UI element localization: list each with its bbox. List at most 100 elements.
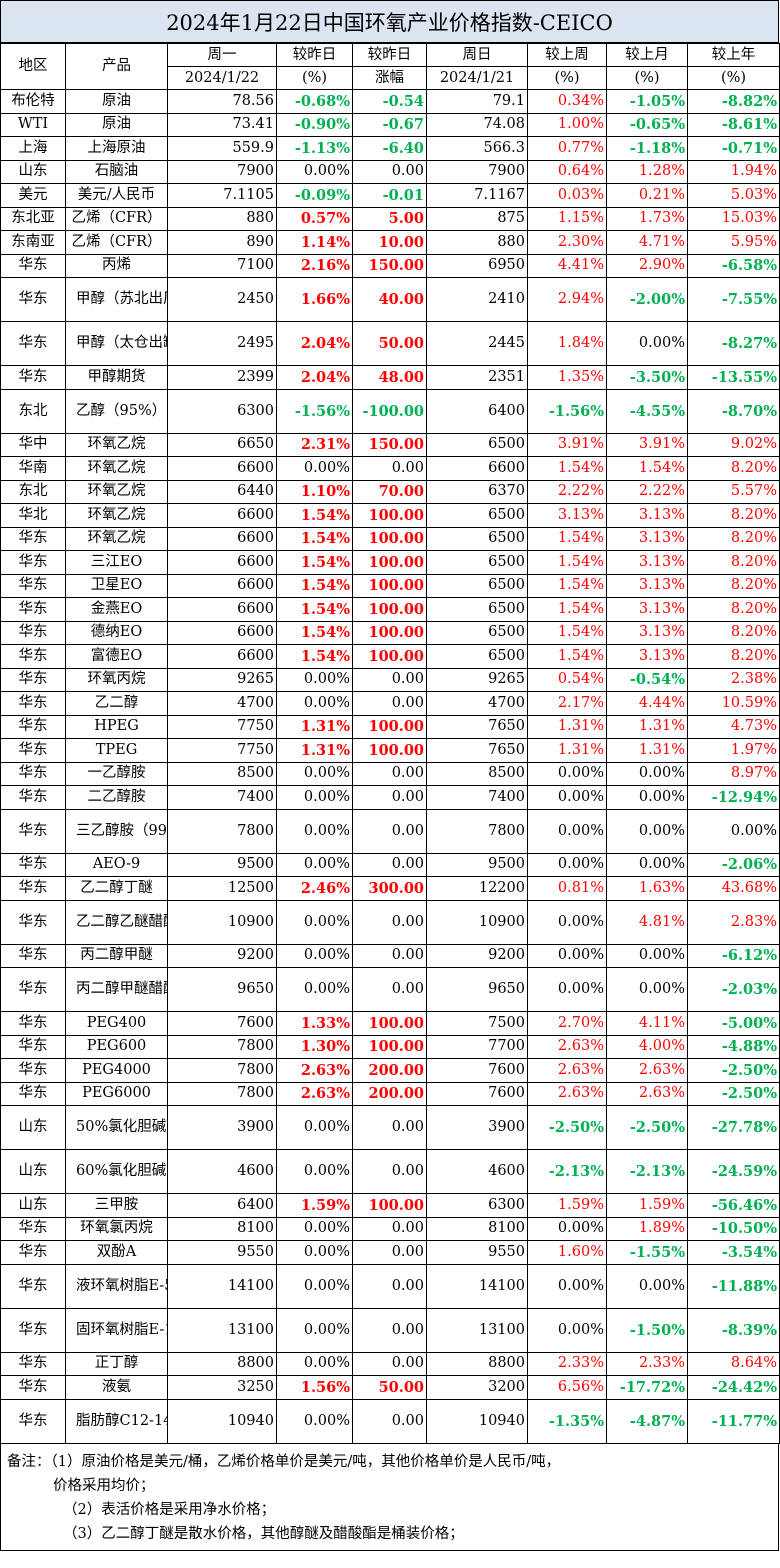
product-cell: 乙二醇丁醚 bbox=[65, 876, 168, 901]
header-product: 产品 bbox=[65, 43, 168, 90]
region-cell: 华东 bbox=[0, 573, 66, 598]
year-change-cell: -8.61% bbox=[687, 112, 780, 137]
month-change-cell: 1.63% bbox=[606, 876, 688, 901]
change-pct-cell: 0.00% bbox=[276, 785, 353, 810]
change-amount-cell: -100.00 bbox=[352, 388, 427, 434]
sunday-price-cell: 7400 bbox=[426, 785, 528, 810]
region-cell: 华东 bbox=[0, 785, 66, 810]
week-change-cell: -1.35% bbox=[527, 1398, 607, 1444]
table-row: 华东 丙烯 7100 2.16% 150.00 6950 4.41% 2.90% -6.58% bbox=[0, 253, 780, 278]
change-pct-cell: 0.00% bbox=[276, 808, 353, 854]
year-change-cell: 10.59% bbox=[687, 691, 780, 716]
year-change-cell: 8.20% bbox=[687, 456, 780, 481]
table-row: 华东甲醇（苏北出厂）24501.66%40.0024102.94%-2.00%-… bbox=[0, 277, 780, 322]
table-row: 华东液环氧树脂E-51141000.00%0.00141000.00%0.00%… bbox=[0, 1263, 780, 1309]
monday-price-cell: 3250 bbox=[167, 1375, 277, 1400]
monday-price-cell: 10900 bbox=[167, 899, 277, 945]
sunday-price-cell: 6500 bbox=[426, 503, 528, 528]
product-cell: 三乙醇胺（99%） bbox=[65, 808, 168, 854]
region-cell: 华东 bbox=[0, 738, 66, 763]
region-cell: 华东 bbox=[0, 1375, 66, 1400]
week-change-cell: 2.63% bbox=[527, 1034, 607, 1059]
table-row: 华东 HPEG 7750 1.31% 100.00 7650 1.31% 1.31% 4.73% bbox=[0, 714, 780, 739]
sunday-price-cell: 9500 bbox=[426, 852, 528, 877]
month-change-cell: 0.00% bbox=[606, 967, 688, 1012]
week-change-cell: 0.03% bbox=[527, 183, 607, 208]
year-change-cell: 8.20% bbox=[687, 620, 780, 645]
sunday-price-cell: 12200 bbox=[426, 876, 528, 901]
region-cell: 东南亚 bbox=[0, 230, 66, 255]
year-change-cell: -8.70% bbox=[687, 388, 780, 434]
monday-price-cell: 6600 bbox=[167, 620, 277, 645]
region-cell: 山东 bbox=[0, 1149, 66, 1194]
month-change-cell: 3.13% bbox=[606, 573, 688, 598]
sunday-price-cell: 4700 bbox=[426, 691, 528, 716]
week-change-cell: 0.00% bbox=[527, 1216, 607, 1241]
month-change-cell: 3.13% bbox=[606, 550, 688, 575]
change-amount-cell: 0.00 bbox=[352, 1398, 427, 1444]
product-cell: 双酚A bbox=[65, 1240, 168, 1265]
table-row: 华东 PEG400 7600 1.33% 100.00 7500 2.70% 4.11% -5.… bbox=[0, 1011, 780, 1036]
product-cell: 环氧乙烷 bbox=[65, 456, 168, 481]
region-cell: 华北 bbox=[0, 503, 66, 528]
week-change-cell: 1.54% bbox=[527, 526, 607, 551]
week-change-cell: 2.33% bbox=[527, 1351, 607, 1376]
monday-price-cell: 4700 bbox=[167, 691, 277, 716]
sunday-price-cell: 6950 bbox=[426, 253, 528, 278]
monday-price-cell: 6600 bbox=[167, 503, 277, 528]
monday-price-cell: 6650 bbox=[167, 432, 277, 457]
monday-price-cell: 73.41 bbox=[167, 112, 277, 137]
change-pct-cell: 0.00% bbox=[276, 159, 353, 184]
week-change-cell: 1.31% bbox=[527, 738, 607, 763]
week-change-cell: 0.00% bbox=[527, 761, 607, 786]
sunday-price-cell: 3900 bbox=[426, 1105, 528, 1150]
monday-price-cell: 6600 bbox=[167, 597, 277, 622]
table-row: 华东 双酚A 9550 0.00% 0.00 9550 1.60% -1.55% -3.54% bbox=[0, 1240, 780, 1265]
table-row: 华东 环氧氯丙烷 8100 0.00% 0.00 8100 0.00% 1.89% -10.50… bbox=[0, 1216, 780, 1241]
year-change-cell: 8.20% bbox=[687, 573, 780, 598]
year-change-cell: 4.73% bbox=[687, 714, 780, 739]
sunday-price-cell: 10940 bbox=[426, 1398, 528, 1444]
monday-price-cell: 7400 bbox=[167, 785, 277, 810]
region-cell: 华东 bbox=[0, 1058, 66, 1083]
month-change-cell: -1.05% bbox=[606, 89, 688, 114]
monday-price-cell: 7800 bbox=[167, 1034, 277, 1059]
month-change-cell: 3.13% bbox=[606, 503, 688, 528]
week-change-cell: 4.41% bbox=[527, 253, 607, 278]
table-row: 华东 三江EO 6600 1.54% 100.00 6500 1.54% 3.13% 8.20% bbox=[0, 550, 780, 575]
table-row: 华东三乙醇胺（99%）78000.00%0.0078000.00%0.00%0.… bbox=[0, 808, 780, 854]
year-change-cell: -7.55% bbox=[687, 277, 780, 322]
change-amount-cell: 150.00 bbox=[352, 253, 427, 278]
year-change-cell: -6.12% bbox=[687, 943, 780, 968]
month-change-cell: 3.91% bbox=[606, 432, 688, 457]
sunday-price-cell: 9650 bbox=[426, 967, 528, 1012]
product-cell: 三甲胺 bbox=[65, 1193, 168, 1218]
region-cell: 布伦特 bbox=[0, 89, 66, 114]
change-pct-cell: 2.63% bbox=[276, 1081, 353, 1106]
week-change-cell: -1.56% bbox=[527, 388, 607, 434]
change-amount-cell: 0.00 bbox=[352, 967, 427, 1012]
product-cell: 环氧氯丙烷 bbox=[65, 1216, 168, 1241]
change-amount-cell: 0.00 bbox=[352, 1240, 427, 1265]
change-amount-cell: 0.00 bbox=[352, 899, 427, 945]
header-year: 较上年 bbox=[687, 43, 780, 67]
month-change-cell: 3.13% bbox=[606, 620, 688, 645]
price-table: 地区 产品 周一 较昨日 较昨日 周日 较上周 较上月 较上年 2024/1/2… bbox=[0, 43, 780, 1444]
table-row: 华东 环氧乙烷 6600 1.54% 100.00 6500 1.54% 3.13% 8.20% bbox=[0, 526, 780, 551]
change-pct-cell: 0.00% bbox=[276, 967, 353, 1012]
year-change-cell: -8.39% bbox=[687, 1307, 780, 1353]
month-change-cell: 3.13% bbox=[606, 526, 688, 551]
week-change-cell: 1.54% bbox=[527, 644, 607, 669]
year-change-cell: -8.27% bbox=[687, 321, 780, 366]
product-cell: 上海原油 bbox=[65, 136, 168, 161]
region-cell: 华东 bbox=[0, 691, 66, 716]
header-week: 较上周 bbox=[527, 43, 607, 67]
monday-price-cell: 14100 bbox=[167, 1263, 277, 1309]
sunday-price-cell: 7600 bbox=[426, 1081, 528, 1106]
monday-price-cell: 9550 bbox=[167, 1240, 277, 1265]
note-line-4: （3）乙二醇丁醚是散水价格，其他醇醚及醋酸酯是桶装价格； bbox=[63, 1526, 464, 1542]
month-change-cell: 3.13% bbox=[606, 597, 688, 622]
week-change-cell: 2.94% bbox=[527, 277, 607, 322]
sunday-price-cell: 6500 bbox=[426, 573, 528, 598]
